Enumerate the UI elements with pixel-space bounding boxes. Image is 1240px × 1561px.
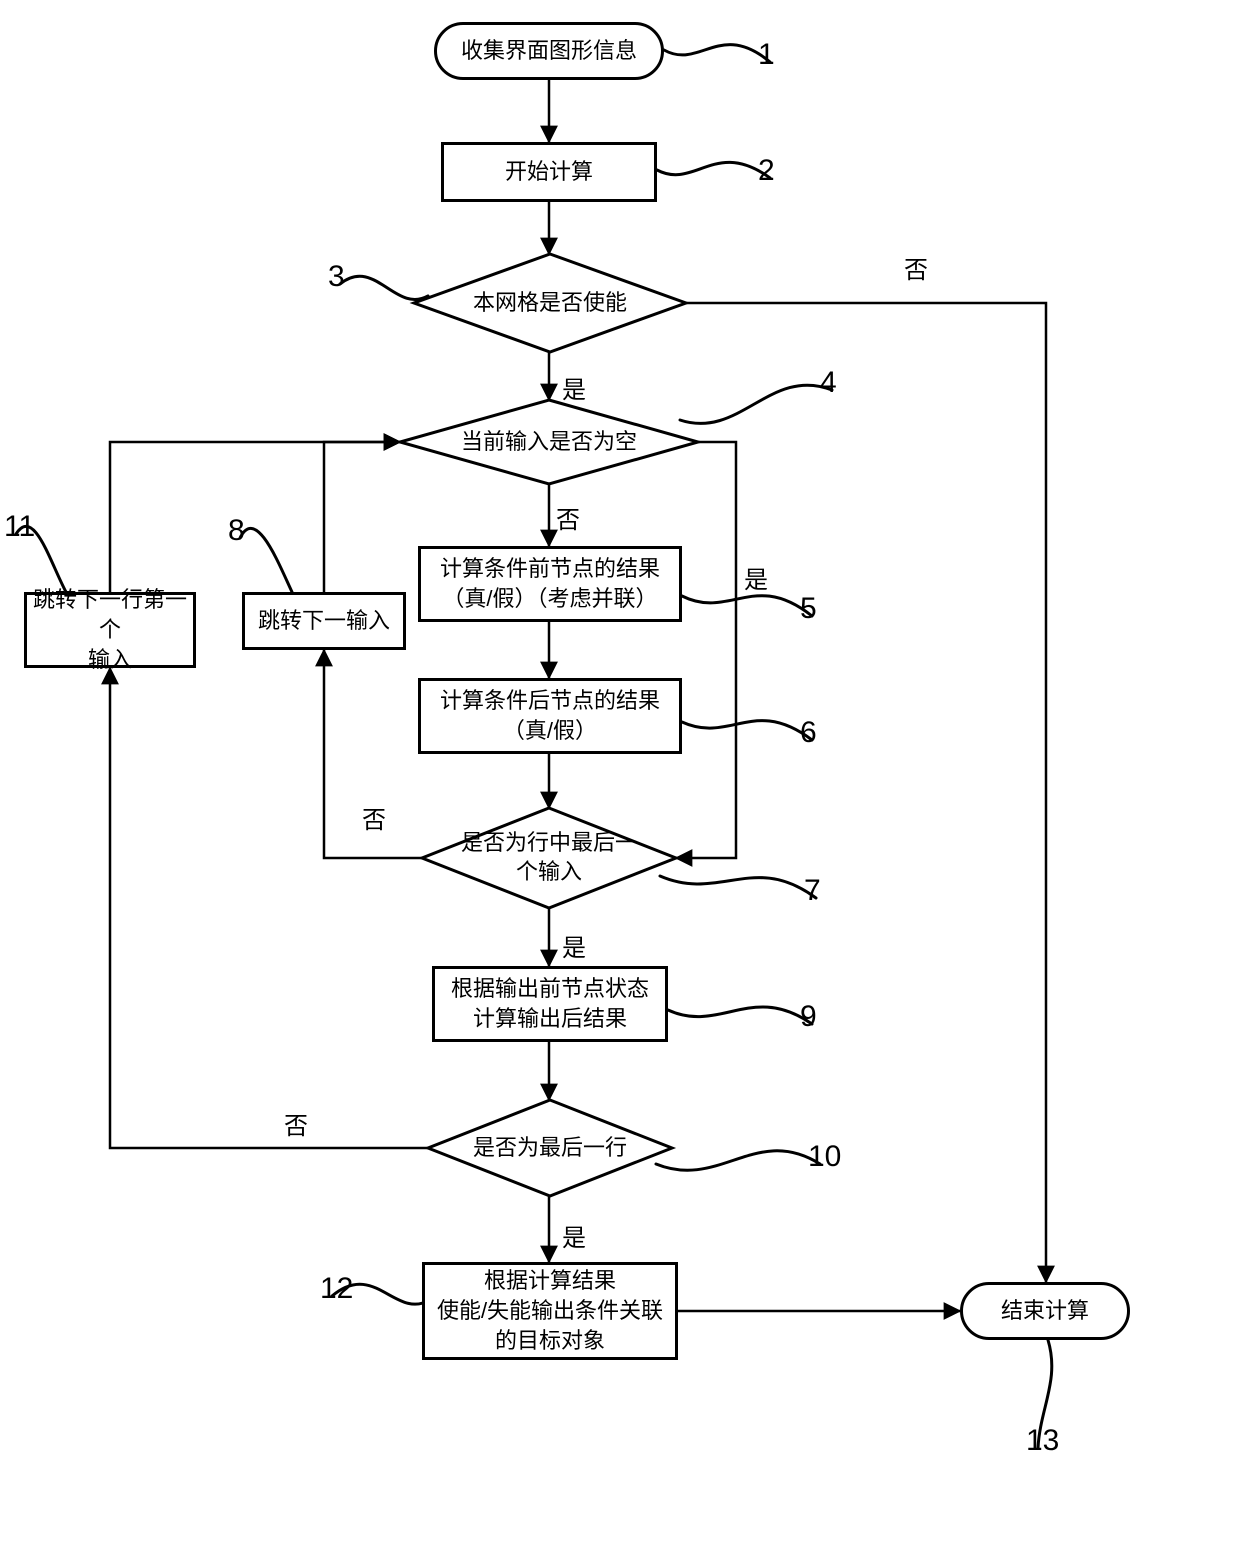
edge-label-l7_yes: 是 [562, 928, 586, 963]
decision-n7: 是否为行中最后一 个输入 [422, 808, 676, 908]
callout-c13: 13 [1026, 1424, 1059, 1458]
callout-c9: 9 [800, 1000, 817, 1034]
callout-c4: 4 [820, 366, 837, 400]
decision-n3: 本网格是否使能 [414, 254, 686, 352]
callout-c10: 10 [808, 1140, 841, 1174]
process-n9: 根据输出前节点状态 计算输出后结果 [432, 966, 668, 1042]
edge-label-l10_yes: 是 [562, 1218, 586, 1253]
callout-c3: 3 [328, 260, 345, 294]
callout-c8: 8 [228, 514, 245, 548]
callout-c6: 6 [800, 716, 817, 750]
decision-n4: 当前输入是否为空 [400, 400, 698, 484]
decision-text-n10: 是否为最后一行 [428, 1100, 672, 1196]
callout-c2: 2 [758, 154, 775, 188]
process-n6: 计算条件后节点的结果 （真/假） [418, 678, 682, 754]
callout-c1: 1 [758, 38, 775, 72]
callout-c5: 5 [800, 592, 817, 626]
decision-text-n4: 当前输入是否为空 [400, 400, 698, 484]
process-n12: 根据计算结果 使能/失能输出条件关联 的目标对象 [422, 1262, 678, 1360]
process-n2: 开始计算 [441, 142, 657, 202]
decision-n10: 是否为最后一行 [428, 1100, 672, 1196]
edge-label-l10_no: 否 [284, 1106, 308, 1141]
decision-text-n7: 是否为行中最后一 个输入 [422, 808, 676, 908]
process-n11: 跳转下一行第一个 输入 [24, 592, 196, 668]
callout-c11: 11 [4, 510, 35, 544]
terminator-n1: 收集界面图形信息 [434, 22, 664, 80]
edge-label-l7_no: 否 [362, 800, 386, 835]
edge-label-l3_yes: 是 [562, 370, 586, 405]
decision-text-n3: 本网格是否使能 [414, 254, 686, 352]
edge-label-l4_no: 否 [556, 500, 580, 535]
process-n8: 跳转下一输入 [242, 592, 406, 650]
process-n5: 计算条件前节点的结果 （真/假）（考虑并联） [418, 546, 682, 622]
edge-label-l3_no: 否 [904, 250, 928, 285]
edge-label-l4_yes: 是 [744, 560, 768, 595]
terminator-n13: 结束计算 [960, 1282, 1130, 1340]
callout-c7: 7 [804, 874, 821, 908]
callout-c12: 12 [320, 1272, 353, 1306]
